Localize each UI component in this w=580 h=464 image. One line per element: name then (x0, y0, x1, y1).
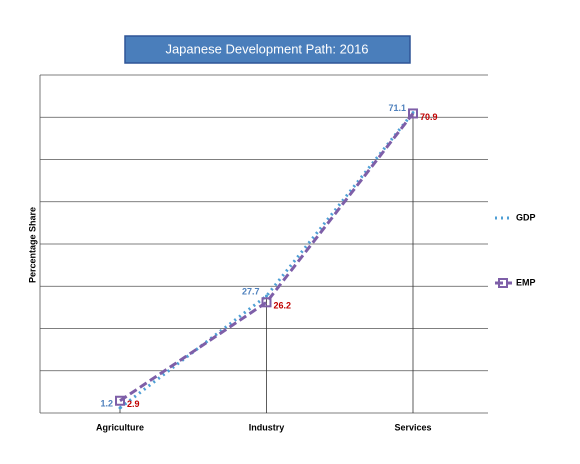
x-tick-label: Services (394, 422, 431, 432)
point-marker (118, 406, 122, 410)
data-label: 1.2 (100, 398, 113, 408)
point-marker (265, 294, 268, 298)
legend-label: GDP (516, 212, 536, 222)
legend-label: EMP (516, 277, 536, 287)
x-tick-label: Agriculture (96, 422, 144, 432)
point-marker (115, 395, 125, 406)
chart-title: Japanese Development Path: 2016 (165, 41, 368, 56)
data-label: 2.9 (127, 399, 140, 409)
data-label: 70.9 (420, 112, 438, 122)
legend-marker (498, 278, 508, 288)
y-axis-label: Percentage Share (27, 207, 37, 283)
data-label: 27.7 (242, 286, 260, 296)
series-line (119, 111, 415, 410)
point-marker (408, 108, 418, 119)
x-tick-label: Industry (249, 422, 285, 432)
data-label: 71.1 (388, 103, 406, 113)
data-label: 26.2 (274, 301, 292, 311)
point-marker (261, 297, 272, 308)
title-box (124, 35, 411, 64)
